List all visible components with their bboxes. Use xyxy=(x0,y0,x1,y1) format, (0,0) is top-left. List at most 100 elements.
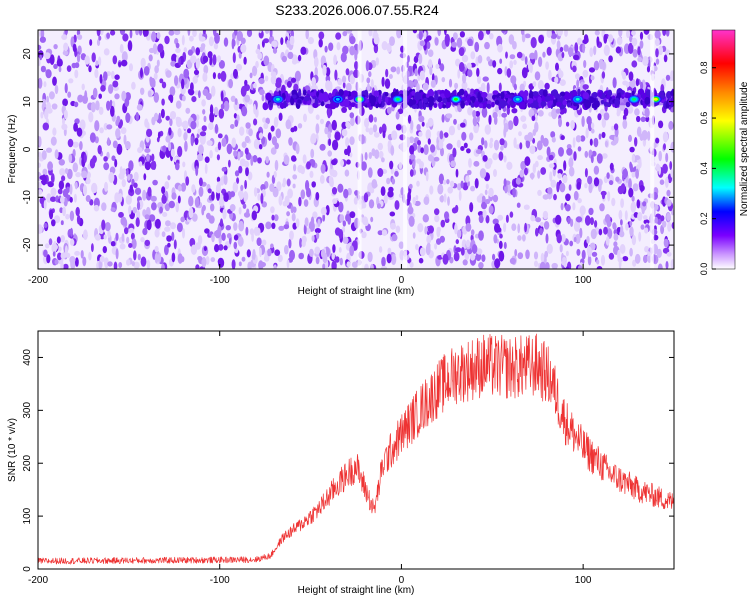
heatmap-cell xyxy=(156,32,161,39)
heatmap-cell xyxy=(345,30,353,34)
heatmap-cell xyxy=(440,147,444,157)
heatmap-cell xyxy=(386,177,391,185)
heatmap-cell xyxy=(607,228,613,240)
heatmap-cell xyxy=(171,53,178,63)
heatmap-cell xyxy=(58,159,65,166)
heatmap-cell xyxy=(74,181,78,190)
heatmap-cell xyxy=(169,86,176,97)
heatmap-cell xyxy=(234,247,239,254)
heatmap-cell xyxy=(42,168,48,176)
heatmap-cell xyxy=(59,168,66,176)
heatmap-cell xyxy=(114,192,120,204)
heatmap-cell xyxy=(390,66,397,73)
heatmap-cell xyxy=(121,179,127,188)
heatmap-cell xyxy=(38,181,42,189)
heatmap-cell xyxy=(644,246,650,253)
heatmap-cell xyxy=(624,210,628,221)
signal-band-cell xyxy=(527,98,534,104)
heatmap-cell xyxy=(563,262,567,269)
heatmap-cell xyxy=(499,233,503,239)
heatmap-cell xyxy=(237,236,244,247)
heatmap-cell xyxy=(418,161,424,169)
heatmap-cell xyxy=(208,36,214,47)
heatmap-cell xyxy=(367,167,373,178)
heatmap-cell xyxy=(394,200,400,210)
heatmap-cell xyxy=(210,85,216,97)
heatmap-cell xyxy=(492,152,499,161)
heatmap-cell xyxy=(182,120,189,130)
heatmap-cell xyxy=(596,36,600,46)
heatmap-cell xyxy=(492,194,499,203)
heatmap-cell xyxy=(38,59,41,67)
heatmap-cell xyxy=(654,38,660,47)
heatmap-cell xyxy=(93,204,100,212)
heatmap-cell xyxy=(373,116,377,123)
heatmap-cell xyxy=(95,60,99,66)
heatmap-cell xyxy=(659,179,665,185)
heatmap-cell xyxy=(568,166,575,177)
heatmap-cell xyxy=(75,172,81,178)
heatmap-cell xyxy=(593,60,600,71)
heatmap-cell xyxy=(72,141,79,148)
heatmap-cell xyxy=(244,94,251,103)
heatmap-cell xyxy=(204,156,210,163)
heatmap-cell xyxy=(489,33,494,40)
heatmap-cell xyxy=(144,239,151,247)
heatmap-cell xyxy=(485,215,490,224)
heatmap-cell xyxy=(295,143,300,155)
heatmap-cell xyxy=(637,56,643,62)
heatmap-cell xyxy=(540,252,545,263)
signal-band-cell xyxy=(384,96,389,104)
heatmap-cell xyxy=(52,251,56,257)
heatmap-cell xyxy=(306,187,311,198)
heatmap-cell xyxy=(165,135,171,143)
heatmap-cell xyxy=(395,225,401,233)
heatmap-cell xyxy=(565,250,569,257)
heatmap-cell xyxy=(349,245,355,257)
heatmap-cell xyxy=(146,153,150,162)
heatmap-cell xyxy=(239,158,246,167)
heatmap-cell xyxy=(325,67,331,77)
heatmap-cell xyxy=(499,58,503,64)
heatmap-cell xyxy=(370,263,374,269)
heatmap-cell xyxy=(44,243,50,249)
heatmap-cell xyxy=(332,244,336,253)
x-tick-label: -100 xyxy=(210,575,230,586)
heatmap-cell xyxy=(48,238,53,246)
heatmap-cell xyxy=(665,261,669,269)
heatmap-cell xyxy=(383,194,388,204)
heatmap-cell xyxy=(631,37,638,47)
heatmap-cell xyxy=(609,162,614,171)
heatmap-cell xyxy=(603,112,610,121)
heatmap-cell xyxy=(263,38,270,44)
heatmap-cell xyxy=(267,248,272,257)
heatmap-cell xyxy=(217,181,222,188)
heatmap-cell xyxy=(64,83,68,94)
heatmap-cell xyxy=(567,47,574,57)
heatmap-cell xyxy=(203,115,207,123)
heatmap-cell xyxy=(79,119,86,131)
heatmap-cell xyxy=(582,43,586,54)
heatmap-cell xyxy=(201,256,207,268)
heatmap-cell xyxy=(244,147,249,155)
heatmap-cell xyxy=(287,188,293,199)
heatmap-cell xyxy=(361,231,367,239)
heatmap-x-ticks: -200 -100 0 100 xyxy=(28,30,592,286)
heatmap-cell xyxy=(202,30,206,35)
heatmap-cell xyxy=(493,139,500,151)
heatmap-cell xyxy=(154,228,160,238)
heatmap-cell xyxy=(91,52,96,63)
heatmap-cell xyxy=(144,148,151,153)
heatmap-cell xyxy=(601,153,608,159)
heatmap-cell xyxy=(377,230,383,236)
heatmap-cell xyxy=(327,108,331,119)
heatmap-cell xyxy=(50,187,57,197)
heatmap-cell xyxy=(644,227,649,234)
heatmap-cell xyxy=(658,45,664,56)
heatmap-cell xyxy=(262,117,267,123)
heatmap-cell xyxy=(563,160,567,171)
heatmap-cell xyxy=(255,60,259,69)
heatmap-cell xyxy=(315,114,320,120)
heatmap-cell xyxy=(567,261,572,269)
heatmap-cell xyxy=(99,127,104,134)
